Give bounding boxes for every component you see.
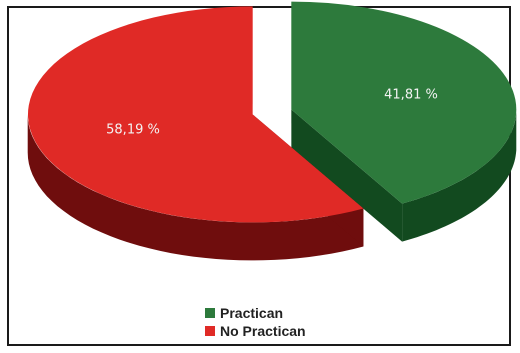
slice-rim-practican (402, 109, 517, 242)
legend-item-practican: Practican (205, 304, 306, 322)
legend-swatch-practican (205, 308, 215, 318)
slice-top-no-practican (27, 6, 364, 223)
slice-label-practican: 41,81 % (384, 87, 438, 102)
slice-side-practican (291, 1, 517, 242)
legend-swatch-no-practican (205, 326, 215, 336)
slice-top-practican (291, 1, 517, 204)
slice-label-no-practican: 58,19 % (106, 123, 160, 138)
legend-label-practican: Practican (220, 305, 284, 321)
legend-label-no-practican: No Practican (220, 323, 306, 339)
slice-rim-no-practican (27, 114, 364, 261)
legend: Practican No Practican (205, 304, 306, 340)
slice-cut-face-practican-1 (291, 109, 403, 242)
legend-item-no-practican: No Practican (205, 322, 306, 340)
